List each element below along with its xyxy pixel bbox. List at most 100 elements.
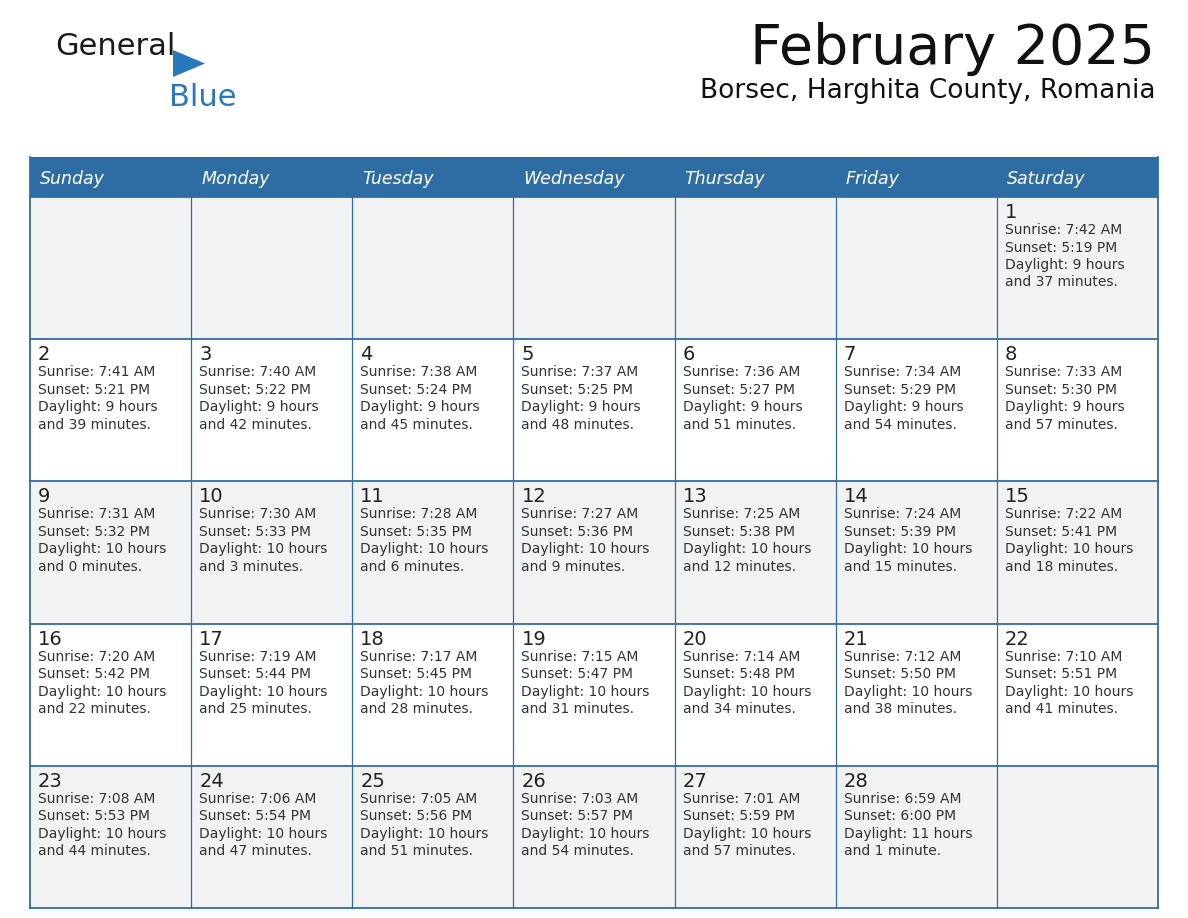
Text: and 54 minutes.: and 54 minutes.	[522, 845, 634, 858]
Text: General: General	[55, 32, 176, 61]
Text: Sunrise: 7:37 AM: Sunrise: 7:37 AM	[522, 365, 639, 379]
Text: 15: 15	[1005, 487, 1030, 507]
Text: 4: 4	[360, 345, 373, 364]
Text: Daylight: 9 hours: Daylight: 9 hours	[360, 400, 480, 414]
Text: Thursday: Thursday	[684, 170, 765, 187]
Text: 14: 14	[843, 487, 868, 507]
Text: Sunrise: 7:15 AM: Sunrise: 7:15 AM	[522, 650, 639, 664]
Text: Daylight: 10 hours: Daylight: 10 hours	[360, 685, 488, 699]
Text: Sunset: 5:39 PM: Sunset: 5:39 PM	[843, 525, 956, 539]
Text: 28: 28	[843, 772, 868, 790]
Text: and 45 minutes.: and 45 minutes.	[360, 418, 473, 431]
Text: and 28 minutes.: and 28 minutes.	[360, 702, 473, 716]
Text: Daylight: 10 hours: Daylight: 10 hours	[360, 543, 488, 556]
Text: Sunrise: 7:03 AM: Sunrise: 7:03 AM	[522, 792, 639, 806]
Text: Daylight: 10 hours: Daylight: 10 hours	[683, 543, 811, 556]
Text: Daylight: 9 hours: Daylight: 9 hours	[200, 400, 318, 414]
Text: 19: 19	[522, 630, 546, 649]
Text: and 41 minutes.: and 41 minutes.	[1005, 702, 1118, 716]
Text: Sunrise: 7:06 AM: Sunrise: 7:06 AM	[200, 792, 316, 806]
Text: 18: 18	[360, 630, 385, 649]
Text: Sunrise: 7:42 AM: Sunrise: 7:42 AM	[1005, 223, 1123, 237]
Text: Sunset: 5:56 PM: Sunset: 5:56 PM	[360, 810, 473, 823]
Text: Daylight: 10 hours: Daylight: 10 hours	[1005, 685, 1133, 699]
Text: Sunset: 5:25 PM: Sunset: 5:25 PM	[522, 383, 633, 397]
Text: and 1 minute.: and 1 minute.	[843, 845, 941, 858]
Text: and 12 minutes.: and 12 minutes.	[683, 560, 796, 574]
Text: Sunset: 5:57 PM: Sunset: 5:57 PM	[522, 810, 633, 823]
Text: Sunset: 5:47 PM: Sunset: 5:47 PM	[522, 667, 633, 681]
Text: Sunset: 5:44 PM: Sunset: 5:44 PM	[200, 667, 311, 681]
Text: and 22 minutes.: and 22 minutes.	[38, 702, 151, 716]
Text: Sunrise: 7:24 AM: Sunrise: 7:24 AM	[843, 508, 961, 521]
Text: Sunrise: 6:59 AM: Sunrise: 6:59 AM	[843, 792, 961, 806]
Text: Sunrise: 7:05 AM: Sunrise: 7:05 AM	[360, 792, 478, 806]
Text: Sunrise: 7:31 AM: Sunrise: 7:31 AM	[38, 508, 156, 521]
Text: Sunset: 5:53 PM: Sunset: 5:53 PM	[38, 810, 150, 823]
Text: Daylight: 10 hours: Daylight: 10 hours	[683, 685, 811, 699]
Text: and 9 minutes.: and 9 minutes.	[522, 560, 626, 574]
Text: Daylight: 9 hours: Daylight: 9 hours	[683, 400, 802, 414]
Text: Borsec, Harghita County, Romania: Borsec, Harghita County, Romania	[700, 78, 1155, 104]
Polygon shape	[173, 50, 206, 77]
Text: 17: 17	[200, 630, 223, 649]
Text: 12: 12	[522, 487, 546, 507]
Text: Sunrise: 7:38 AM: Sunrise: 7:38 AM	[360, 365, 478, 379]
Text: 26: 26	[522, 772, 546, 790]
Text: Daylight: 10 hours: Daylight: 10 hours	[1005, 543, 1133, 556]
Text: Daylight: 9 hours: Daylight: 9 hours	[1005, 258, 1125, 272]
Text: Sunrise: 7:20 AM: Sunrise: 7:20 AM	[38, 650, 156, 664]
Text: Sunrise: 7:22 AM: Sunrise: 7:22 AM	[1005, 508, 1123, 521]
Text: Sunset: 5:29 PM: Sunset: 5:29 PM	[843, 383, 956, 397]
Text: Sunset: 5:45 PM: Sunset: 5:45 PM	[360, 667, 473, 681]
Text: Daylight: 10 hours: Daylight: 10 hours	[522, 827, 650, 841]
Text: Friday: Friday	[846, 170, 899, 187]
Text: February 2025: February 2025	[750, 22, 1155, 76]
Text: 11: 11	[360, 487, 385, 507]
Text: 27: 27	[683, 772, 707, 790]
Text: Sunrise: 7:17 AM: Sunrise: 7:17 AM	[360, 650, 478, 664]
Bar	[30, 157, 1158, 160]
Text: and 54 minutes.: and 54 minutes.	[843, 418, 956, 431]
Text: Daylight: 10 hours: Daylight: 10 hours	[38, 827, 166, 841]
Text: and 51 minutes.: and 51 minutes.	[360, 845, 473, 858]
Text: Sunset: 5:48 PM: Sunset: 5:48 PM	[683, 667, 795, 681]
Text: Daylight: 10 hours: Daylight: 10 hours	[200, 543, 328, 556]
Text: Sunset: 5:24 PM: Sunset: 5:24 PM	[360, 383, 473, 397]
Text: and 34 minutes.: and 34 minutes.	[683, 702, 796, 716]
Text: Sunrise: 7:33 AM: Sunrise: 7:33 AM	[1005, 365, 1123, 379]
Text: and 57 minutes.: and 57 minutes.	[683, 845, 796, 858]
Text: Daylight: 10 hours: Daylight: 10 hours	[843, 685, 972, 699]
Text: 5: 5	[522, 345, 533, 364]
Text: and 42 minutes.: and 42 minutes.	[200, 418, 312, 431]
Text: and 18 minutes.: and 18 minutes.	[1005, 560, 1118, 574]
Text: Wednesday: Wednesday	[524, 170, 625, 187]
Text: Sunset: 5:35 PM: Sunset: 5:35 PM	[360, 525, 473, 539]
Text: Daylight: 10 hours: Daylight: 10 hours	[360, 827, 488, 841]
Text: Sunset: 5:33 PM: Sunset: 5:33 PM	[200, 525, 311, 539]
Text: Sunrise: 7:28 AM: Sunrise: 7:28 AM	[360, 508, 478, 521]
Text: and 37 minutes.: and 37 minutes.	[1005, 275, 1118, 289]
Text: Daylight: 9 hours: Daylight: 9 hours	[38, 400, 158, 414]
Text: 3: 3	[200, 345, 211, 364]
Text: Sunset: 5:36 PM: Sunset: 5:36 PM	[522, 525, 633, 539]
Text: and 57 minutes.: and 57 minutes.	[1005, 418, 1118, 431]
Text: Tuesday: Tuesday	[362, 170, 434, 187]
Bar	[30, 481, 1158, 623]
Text: and 44 minutes.: and 44 minutes.	[38, 845, 151, 858]
Text: Blue: Blue	[169, 83, 236, 112]
Text: and 51 minutes.: and 51 minutes.	[683, 418, 796, 431]
Text: Daylight: 10 hours: Daylight: 10 hours	[200, 827, 328, 841]
Text: Sunrise: 7:10 AM: Sunrise: 7:10 AM	[1005, 650, 1123, 664]
Text: Daylight: 11 hours: Daylight: 11 hours	[843, 827, 972, 841]
Text: Sunrise: 7:12 AM: Sunrise: 7:12 AM	[843, 650, 961, 664]
Text: Sunrise: 7:19 AM: Sunrise: 7:19 AM	[200, 650, 317, 664]
Bar	[30, 160, 1158, 197]
Text: Sunset: 5:27 PM: Sunset: 5:27 PM	[683, 383, 795, 397]
Text: 20: 20	[683, 630, 707, 649]
Text: Daylight: 10 hours: Daylight: 10 hours	[522, 685, 650, 699]
Text: Sunset: 5:50 PM: Sunset: 5:50 PM	[843, 667, 955, 681]
Bar	[30, 623, 1158, 766]
Text: Sunset: 5:19 PM: Sunset: 5:19 PM	[1005, 241, 1117, 254]
Text: and 48 minutes.: and 48 minutes.	[522, 418, 634, 431]
